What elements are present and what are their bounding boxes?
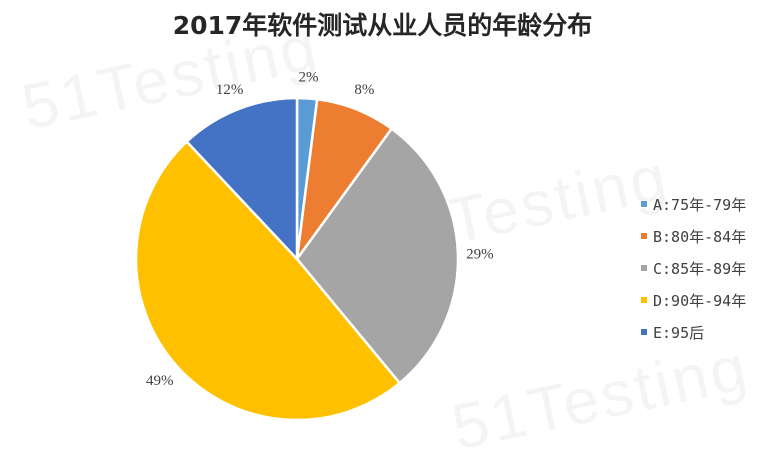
legend-item: B:80年-84年 — [641, 220, 746, 252]
legend-label: E:95后 — [653, 323, 705, 342]
pie-slice-e — [185, 96, 299, 263]
data-label: 49% — [146, 373, 174, 389]
legend-label: C:85年-89年 — [653, 259, 747, 278]
legend-swatch — [641, 329, 647, 335]
legend-swatch — [641, 265, 647, 271]
data-label: 8% — [354, 82, 374, 98]
data-label: 12% — [216, 82, 244, 98]
data-label: 29% — [466, 246, 494, 262]
pie-chart: 2% 8% 29% 49% 12% — [134, 69, 494, 422]
legend-label: A:75年-79年 — [653, 195, 747, 214]
legend-item: A:75年-79年 — [641, 188, 746, 220]
legend: A:75年-79年 B:80年-84年 C:85年-89年 D:90年-94年 E:95… — [641, 188, 746, 348]
legend-swatch — [641, 233, 647, 239]
legend-swatch — [641, 297, 647, 303]
pie-slice-d — [134, 139, 402, 422]
legend-label: D:90年-94年 — [653, 291, 747, 310]
legend-label: B:80年-84年 — [653, 227, 747, 246]
pie-slice-c — [295, 127, 460, 385]
data-label: 2% — [298, 69, 318, 85]
legend-item: D:90年-94年 — [641, 284, 746, 316]
legend-item: C:85年-89年 — [641, 252, 746, 284]
legend-swatch — [641, 201, 647, 207]
chart-title: 2017年软件测试从业人员的年龄分布 — [172, 11, 593, 40]
legend-item: E:95后 — [641, 316, 746, 348]
